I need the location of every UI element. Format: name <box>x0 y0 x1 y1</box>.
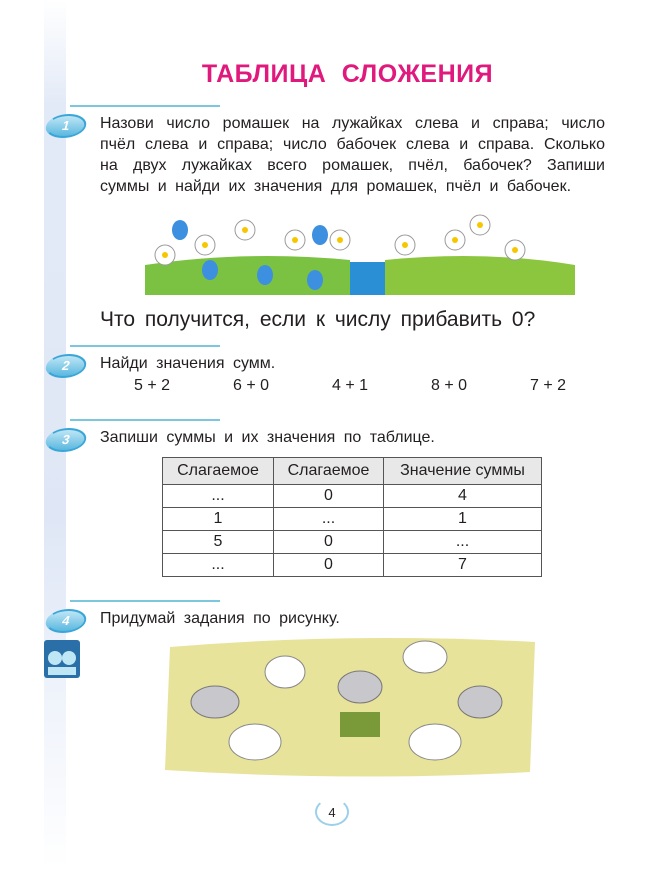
table-row: 5 0... <box>162 530 542 554</box>
divider <box>70 600 220 602</box>
table-cell: 4 <box>383 484 542 508</box>
page-number: 4 <box>315 798 349 826</box>
sum-expression: 4 + 1 <box>332 377 369 394</box>
table-cell: 1 <box>162 507 274 531</box>
column-header: Слагаемое <box>273 457 384 485</box>
page-title: ТАБЛИЦА СЛОЖЕНИЯ <box>201 60 494 88</box>
table-cell: ... <box>273 507 384 531</box>
table-cell: ... <box>162 484 274 508</box>
table-cell: 1 <box>383 507 542 531</box>
meadow-illustration <box>145 210 575 295</box>
sheep-goats-illustration <box>160 632 540 777</box>
pair-work-icon <box>44 640 80 678</box>
column-header: Слагаемое <box>162 457 274 485</box>
divider <box>70 345 220 347</box>
table-cell: 5 <box>162 530 274 554</box>
task-text: Найди значения сумм. <box>100 355 276 372</box>
sum-expression: 5 + 2 <box>134 377 171 394</box>
table-cell: 0 <box>273 484 384 508</box>
divider <box>70 105 220 107</box>
task-text: Запиши суммы и их значения по таблице. <box>100 429 435 446</box>
sum-expression: 7 + 2 <box>530 377 567 394</box>
question-text: Что получится, если к числу прибавить 0? <box>100 308 536 331</box>
table-row: ... 0 4 <box>162 484 542 508</box>
table-cell: 0 <box>273 530 384 554</box>
table-cell: 0 <box>273 553 384 577</box>
divider <box>70 419 220 421</box>
table-cell: ... <box>162 553 274 577</box>
table-row: ... 0 7 <box>162 553 542 577</box>
table-cell: ... <box>383 530 542 554</box>
table-row: 1... 1 <box>162 507 542 531</box>
table-header-row: Слагаемое Слагаемое Значение суммы <box>162 457 542 485</box>
column-header: Значение суммы <box>383 457 542 485</box>
sum-expression: 6 + 0 <box>233 377 270 394</box>
task-text: Придумай задания по рисунку. <box>100 610 340 627</box>
task-text: Назови число ромашек на лужайках слева и… <box>100 115 605 195</box>
table-cell: 7 <box>383 553 542 577</box>
sum-expression: 8 + 0 <box>431 377 468 394</box>
addition-table: Слагаемое Слагаемое Значение суммы ... 0 4… <box>162 457 542 577</box>
